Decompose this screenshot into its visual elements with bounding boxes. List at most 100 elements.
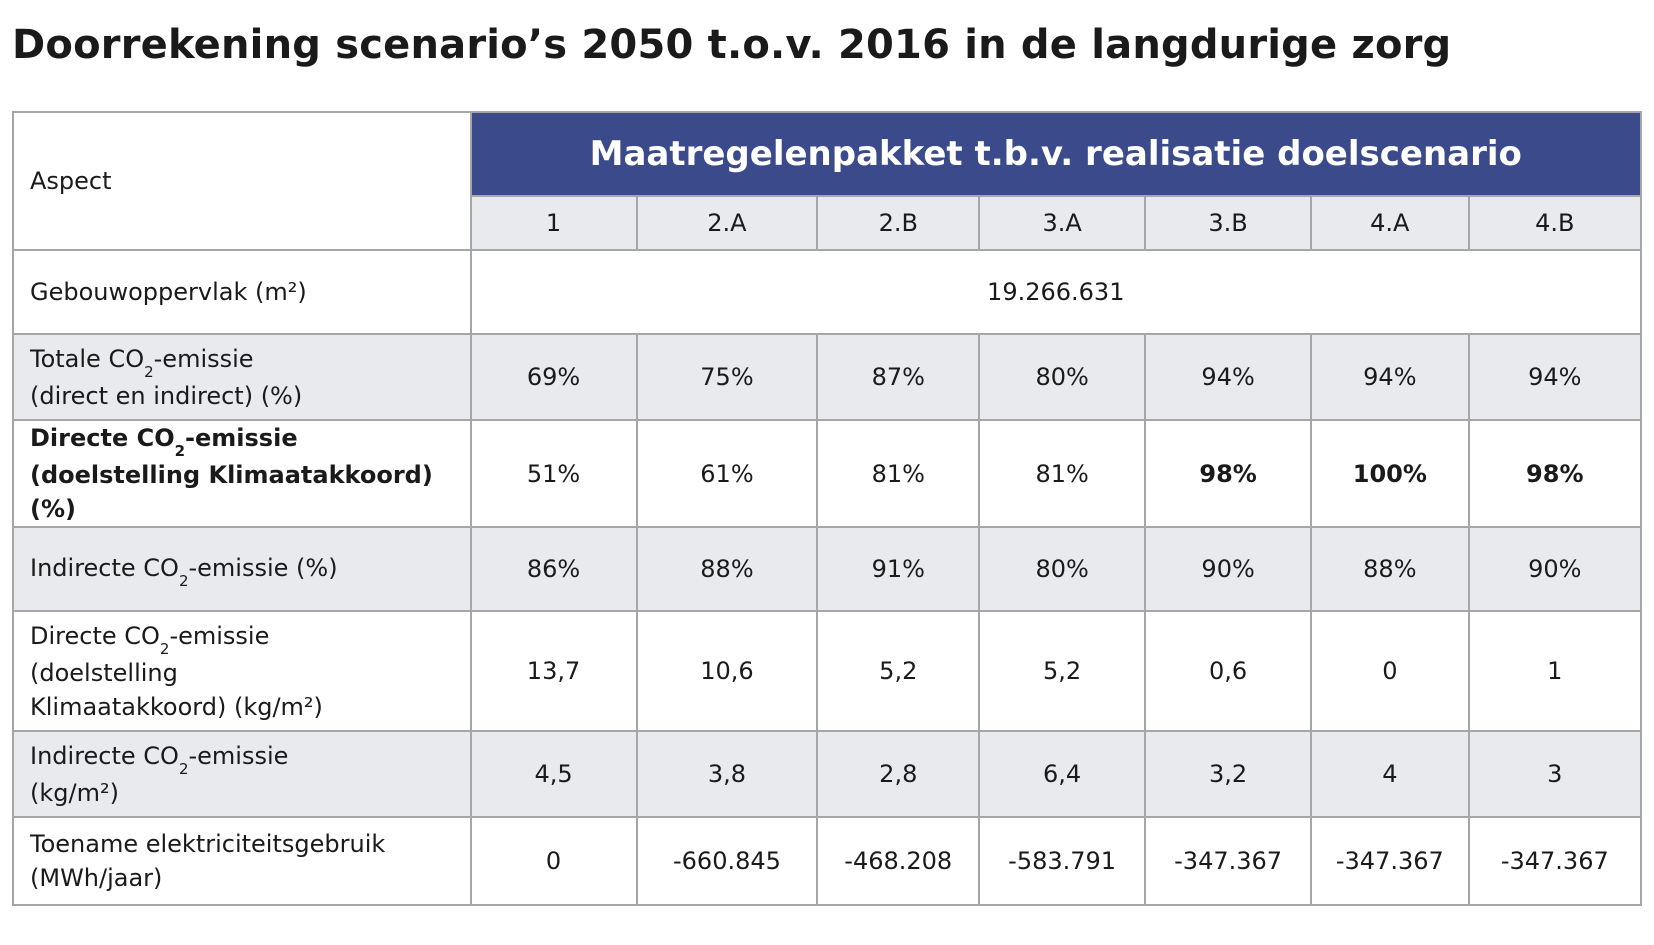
value-cell: 0 xyxy=(469,816,638,906)
value-cell: 88% xyxy=(635,526,819,612)
row-label-text: -emissie xyxy=(153,344,254,373)
value-cell: 98% xyxy=(1144,419,1313,528)
row-label-text: (kg/m²) xyxy=(30,778,119,807)
subscript: 2 xyxy=(144,362,154,381)
value-cell: 3,2 xyxy=(1144,730,1313,818)
row-label-text: Totale CO xyxy=(30,344,145,373)
row-label-line: Gebouwoppervlak (m²) xyxy=(30,275,462,309)
value-cell: 3,8 xyxy=(635,730,819,818)
row-label-text: Gebouwoppervlak (m²) xyxy=(30,278,307,306)
row-label: Toename elektriciteitsgebruik (MWh/jaar) xyxy=(12,816,472,906)
row-label-text: Klimaatakkoord) (kg/m²) xyxy=(30,692,323,721)
table-body: Gebouwoppervlak (m²) 19.266.631 Totale CO2… xyxy=(12,249,1643,906)
column-header-2a: 2.A xyxy=(635,195,819,251)
row-label-text: Toename elektriciteitsgebruik xyxy=(30,830,386,858)
value-cell: 1 xyxy=(1467,610,1643,732)
row-label-line: (kg/m²) xyxy=(30,776,462,810)
table-row: Totale CO2-emissie (direct en indirect) (… xyxy=(12,333,1643,421)
value-cell: 80% xyxy=(978,526,1147,612)
page-title: Doorrekening scenario’s 2050 t.o.v. 2016… xyxy=(12,22,1452,68)
value-cell: 91% xyxy=(816,526,981,612)
row-label: Directe CO2-emissie (doelstelling Klimaata… xyxy=(12,610,472,732)
aspect-header: Aspect xyxy=(12,111,472,251)
merged-value-cell: 19.266.631 xyxy=(469,249,1643,335)
scenario-table: Aspect Maatregelenpakket t.b.v. realisat… xyxy=(12,111,1643,906)
value-cell: 86% xyxy=(469,526,638,612)
row-label-line: (direct en indirect) (%) xyxy=(30,379,462,413)
row-label-line: Totale CO2-emissie xyxy=(30,342,462,381)
value-cell: 0 xyxy=(1310,610,1470,732)
row-label-line: (doelstelling Klimaatakkoord) (%) xyxy=(30,458,462,526)
column-header-1: 1 xyxy=(469,195,638,251)
table-row: Directe CO2-emissie (doelstelling Klimaat… xyxy=(12,419,1643,528)
row-label-text: -emissie (%) xyxy=(188,553,338,582)
row-label-line: (doelstelling xyxy=(30,656,462,690)
value-cell: 100% xyxy=(1310,419,1470,528)
value-cell: 94% xyxy=(1310,333,1470,421)
value-cell: 61% xyxy=(635,419,819,528)
row-label-line: (MWh/jaar) xyxy=(30,861,462,895)
row-label: Totale CO2-emissie (direct en indirect) (… xyxy=(12,333,472,421)
table-row: Gebouwoppervlak (m²) 19.266.631 xyxy=(12,249,1643,335)
row-label-text: -emissie xyxy=(185,424,298,452)
row-label: Gebouwoppervlak (m²) xyxy=(12,249,472,335)
value-cell: 75% xyxy=(635,333,819,421)
value-cell: 69% xyxy=(469,333,638,421)
value-cell: 6,4 xyxy=(978,730,1147,818)
value-cell: 2,8 xyxy=(816,730,981,818)
value-cell: 4,5 xyxy=(469,730,638,818)
value-cell: 5,2 xyxy=(816,610,981,732)
value-cell: 90% xyxy=(1144,526,1313,612)
row-label-text: (doelstelling xyxy=(30,658,178,687)
value-cell: 98% xyxy=(1467,419,1643,528)
column-header-3b: 3.B xyxy=(1144,195,1313,251)
table-row: Directe CO2-emissie (doelstelling Klimaata… xyxy=(12,610,1643,732)
subscript: 2 xyxy=(178,571,189,590)
table-row: Indirecte CO2-emissie (kg/m²) 4,5 3,8 2,8 6,4… xyxy=(12,730,1643,818)
value-cell: 87% xyxy=(816,333,981,421)
row-label-line: Indirecte CO2-emissie xyxy=(30,739,462,778)
subscript: 2 xyxy=(178,759,189,778)
row-label-text: (doelstelling Klimaatakkoord) (%) xyxy=(30,461,433,523)
row-label-line: Directe CO2-emissie xyxy=(30,421,462,460)
row-label-text: Directe CO xyxy=(30,424,175,452)
column-header-3a: 3.A xyxy=(978,195,1147,251)
row-label: Indirecte CO2-emissie (%) xyxy=(12,526,472,612)
row-label-text: -emissie xyxy=(188,741,289,770)
row-label-line: Klimaatakkoord) (kg/m²) xyxy=(30,690,462,724)
row-label: Indirecte CO2-emissie (kg/m²) xyxy=(12,730,472,818)
row-label-text: (direct en indirect) (%) xyxy=(30,381,303,410)
group-header: Maatregelenpakket t.b.v. realisatie doel… xyxy=(469,111,1643,197)
value-cell: 5,2 xyxy=(978,610,1147,732)
value-cell: 0,6 xyxy=(1144,610,1313,732)
value-cell: 13,7 xyxy=(469,610,638,732)
row-label-line: Indirecte CO2-emissie (%) xyxy=(30,551,462,590)
subscript: 2 xyxy=(159,639,170,658)
row-label-line: Directe CO2-emissie xyxy=(30,619,462,658)
value-cell: 94% xyxy=(1144,333,1313,421)
column-header-4b: 4.B xyxy=(1467,195,1643,251)
value-cell: 51% xyxy=(469,419,638,528)
row-label-text: Directe CO xyxy=(30,621,160,650)
column-header-2b: 2.B xyxy=(816,195,981,251)
row-label-text: -emissie xyxy=(169,621,270,650)
row-label-line: Toename elektriciteitsgebruik xyxy=(30,827,462,861)
value-cell: 90% xyxy=(1467,526,1643,612)
value-cell: 94% xyxy=(1467,333,1643,421)
value-cell: -347.367 xyxy=(1144,816,1313,906)
value-cell: 81% xyxy=(978,419,1147,528)
value-cell: -583.791 xyxy=(978,816,1147,906)
value-cell: -347.367 xyxy=(1467,816,1643,906)
value-cell: 88% xyxy=(1310,526,1470,612)
subscript: 2 xyxy=(174,442,186,460)
value-cell: -468.208 xyxy=(816,816,981,906)
column-header-4a: 4.A xyxy=(1310,195,1470,251)
row-label-text: Indirecte CO xyxy=(30,741,179,770)
row-label-text: Indirecte CO xyxy=(30,553,179,582)
value-cell: 81% xyxy=(816,419,981,528)
table-row: Indirecte CO2-emissie (%) 86% 88% 91% 80% 90%… xyxy=(12,526,1643,612)
value-cell: -347.367 xyxy=(1310,816,1470,906)
value-cell: 4 xyxy=(1310,730,1470,818)
value-cell: -660.845 xyxy=(635,816,819,906)
row-label: Directe CO2-emissie (doelstelling Klimaat… xyxy=(12,419,472,528)
